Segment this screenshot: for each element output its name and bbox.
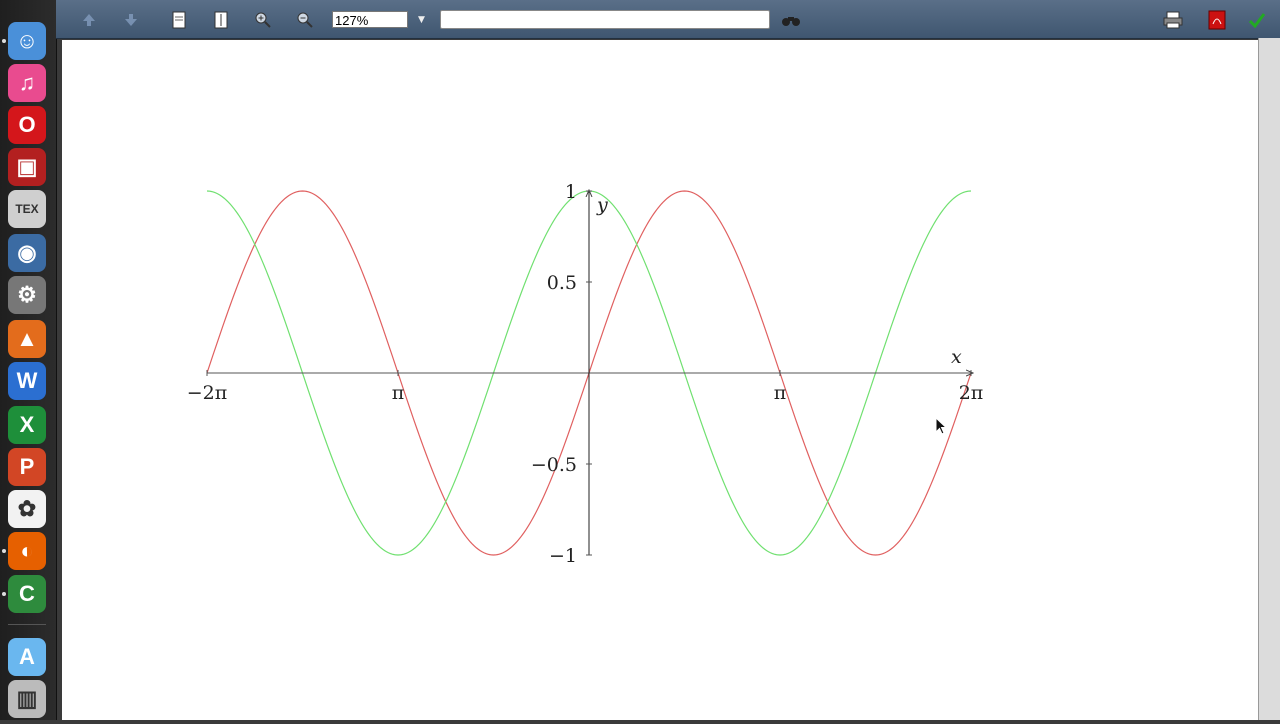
mouse-cursor-icon [935,417,949,437]
trash-icon[interactable]: ▥ [8,680,46,718]
firefox-icon[interactable]: ◐ [8,532,46,570]
print-button[interactable] [1162,9,1184,31]
zoom-dropdown-chevron-icon[interactable]: ▼ [418,12,432,28]
running-indicator [2,592,6,596]
finder-icon[interactable]: ☺ [8,22,46,60]
binoculars-icon [780,13,802,27]
photos-icon[interactable]: ✿ [8,490,46,528]
pages-icon [213,11,229,29]
y-axis-label: y [596,194,608,216]
function-plot: −2π π π 2π 1 0.5 −0.5 −1 x y [62,40,1258,720]
search-input[interactable] [440,10,770,29]
arrow-up-icon [81,12,97,28]
x-tick-label: −2π [187,382,228,404]
x-tick-label: π [392,382,405,404]
y-tick-label: −1 [549,545,577,567]
acrobat-icon [1208,10,1226,30]
zoom-in-icon [254,11,272,29]
running-indicator [2,549,6,553]
matlab-icon[interactable]: ▲ [8,320,46,358]
x-tick-label: 2π [959,382,984,404]
powerpoint-icon[interactable]: P [8,448,46,486]
acrobat-button[interactable] [1206,9,1228,31]
spellcheck-icon [1247,10,1267,30]
printer-icon [1163,11,1183,29]
system-preferences-icon[interactable]: ⚙ [8,276,46,314]
running-indicator [2,39,6,43]
y-tick-label: −0.5 [531,454,577,476]
x-tick-label: π [774,382,787,404]
right-scroll-gutter[interactable] [1258,38,1280,720]
previous-page-button[interactable] [78,9,100,31]
zoom-out-button[interactable] [294,9,316,31]
pdf-page: −2π π π 2π 1 0.5 −0.5 −1 x y [62,40,1258,720]
itunes-icon[interactable]: ♫ [8,64,46,102]
zoom-level-field[interactable]: 127% [332,11,408,28]
continuous-page-button[interactable] [210,9,232,31]
camtasia-icon[interactable]: C [8,575,46,613]
y-tick-label: 1 [565,181,577,203]
x-axis-label: x [951,346,962,368]
zoom-out-icon [296,11,314,29]
browser-icon[interactable]: ◉ [8,234,46,272]
applications-folder-icon[interactable]: A [8,638,46,676]
dock-separator [8,624,46,625]
excel-icon[interactable]: X [8,406,46,444]
word-icon[interactable]: W [8,362,46,400]
find-button[interactable] [780,9,802,31]
photo-booth-icon[interactable]: ▣ [8,148,46,186]
arrow-down-icon [123,12,139,28]
texshop-icon[interactable]: TEX [8,190,46,228]
spellcheck-button[interactable] [1246,9,1268,31]
page-icon [171,11,187,29]
opera-icon[interactable]: O [8,106,46,144]
zoom-in-button[interactable] [252,9,274,31]
y-tick-label: 0.5 [547,272,577,294]
pdf-toolbar: 127% ▼ [56,0,1280,39]
single-page-button[interactable] [168,9,190,31]
next-page-button[interactable] [120,9,142,31]
